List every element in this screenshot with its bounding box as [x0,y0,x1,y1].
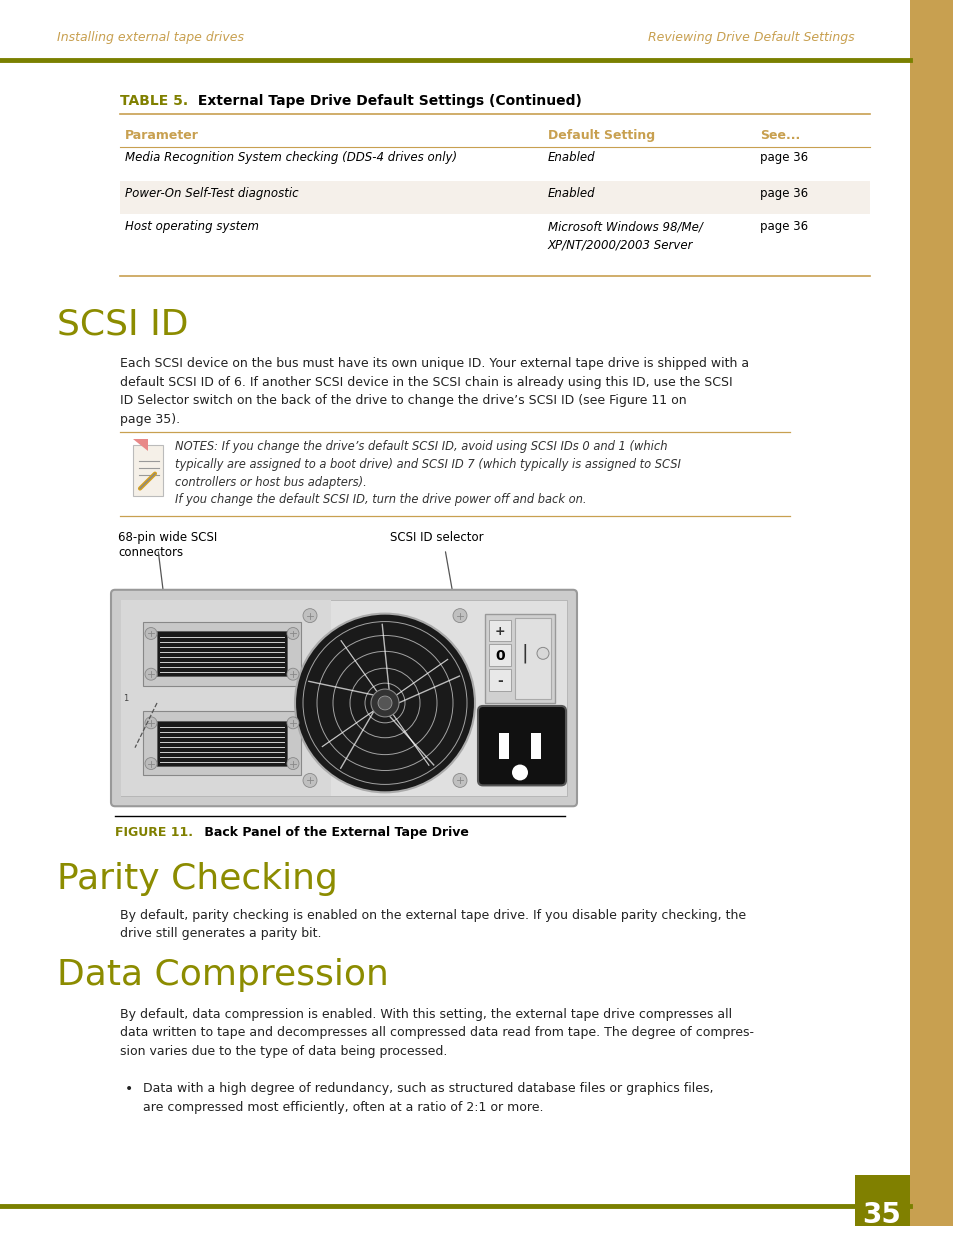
Text: SCSI ID selector: SCSI ID selector [390,531,483,545]
FancyBboxPatch shape [132,445,163,496]
Text: Parameter: Parameter [125,130,198,142]
Text: Microsoft Windows 98/Me/
XP/NT/2000/2003 Server: Microsoft Windows 98/Me/ XP/NT/2000/2003… [547,220,702,252]
Text: page 36: page 36 [760,220,807,233]
Circle shape [287,716,298,729]
Circle shape [303,773,316,788]
Text: Media Recognition System checking (DDS-4 drives only): Media Recognition System checking (DDS-4… [125,151,456,164]
Bar [120,215,869,266]
Bar [489,669,511,692]
Circle shape [287,627,298,640]
Polygon shape [132,438,148,451]
Bar [498,732,509,758]
Circle shape [287,757,298,769]
Text: 0: 0 [495,650,504,663]
Text: page 36: page 36 [760,151,807,164]
Text: 68-pin wide SCSI
connectors: 68-pin wide SCSI connectors [118,531,217,559]
Text: Reviewing Drive Default Settings: Reviewing Drive Default Settings [648,31,854,44]
Text: By default, data compression is enabled. With this setting, the external tape dr: By default, data compression is enabled.… [120,1008,753,1058]
Text: Default Setting: Default Setting [547,130,655,142]
Text: |: | [521,643,528,663]
Text: page 36: page 36 [760,186,807,200]
Circle shape [287,668,298,680]
Bar [143,621,301,687]
Bar [515,618,551,699]
Text: External Tape Drive Default Settings (Continued): External Tape Drive Default Settings (Co… [193,94,581,109]
Circle shape [145,716,157,729]
Text: FIGURE 11.: FIGURE 11. [115,826,193,839]
Bar [121,600,566,797]
Bar [531,732,540,758]
Circle shape [377,697,392,710]
Text: Back Panel of the External Tape Drive: Back Panel of the External Tape Drive [200,826,468,839]
Text: 35: 35 [862,1202,901,1229]
FancyBboxPatch shape [477,706,565,785]
Text: Enabled: Enabled [547,186,595,200]
Circle shape [145,627,157,640]
Circle shape [512,764,527,781]
Text: -: - [497,674,502,688]
FancyBboxPatch shape [111,590,577,806]
Circle shape [145,668,157,680]
Bar [484,614,555,703]
Text: Installing external tape drives: Installing external tape drives [57,31,244,44]
Text: +: + [495,625,505,638]
Bar [157,721,287,766]
Bar [854,1174,909,1226]
Circle shape [537,647,548,659]
Bar [489,620,511,641]
Text: If you change the default SCSI ID, turn the drive power off and back on.: If you change the default SCSI ID, turn … [174,494,586,506]
Bar [909,0,953,1226]
Text: Enabled: Enabled [547,151,595,164]
Text: Data Compression: Data Compression [57,958,389,992]
Text: Each SCSI device on the bus must have its own unique ID. Your external tape driv: Each SCSI device on the bus must have it… [120,357,748,426]
Bar [120,180,869,215]
Circle shape [453,609,467,622]
Bar [489,645,511,666]
Bar [120,147,869,180]
Text: TABLE 5.: TABLE 5. [120,94,188,109]
Circle shape [294,614,475,793]
Bar [157,631,287,677]
Text: •: • [125,1082,133,1097]
Text: Power-On Self-Test diagnostic: Power-On Self-Test diagnostic [125,186,298,200]
Text: Data with a high degree of redundancy, such as structured database files or grap: Data with a high degree of redundancy, s… [143,1082,713,1114]
Bar [143,711,301,776]
Text: Parity Checking: Parity Checking [57,862,337,895]
Circle shape [371,689,398,716]
Text: NOTES: If you change the drive’s default SCSI ID, avoid using SCSI IDs 0 and 1 (: NOTES: If you change the drive’s default… [174,440,680,489]
Circle shape [303,609,316,622]
Bar [121,600,331,797]
Circle shape [145,757,157,769]
Circle shape [453,773,467,788]
Text: Host operating system: Host operating system [125,220,258,233]
Text: SCSI ID: SCSI ID [57,308,189,342]
Text: By default, parity checking is enabled on the external tape drive. If you disabl: By default, parity checking is enabled o… [120,909,745,940]
Text: 1: 1 [123,694,128,703]
Text: See...: See... [760,130,800,142]
